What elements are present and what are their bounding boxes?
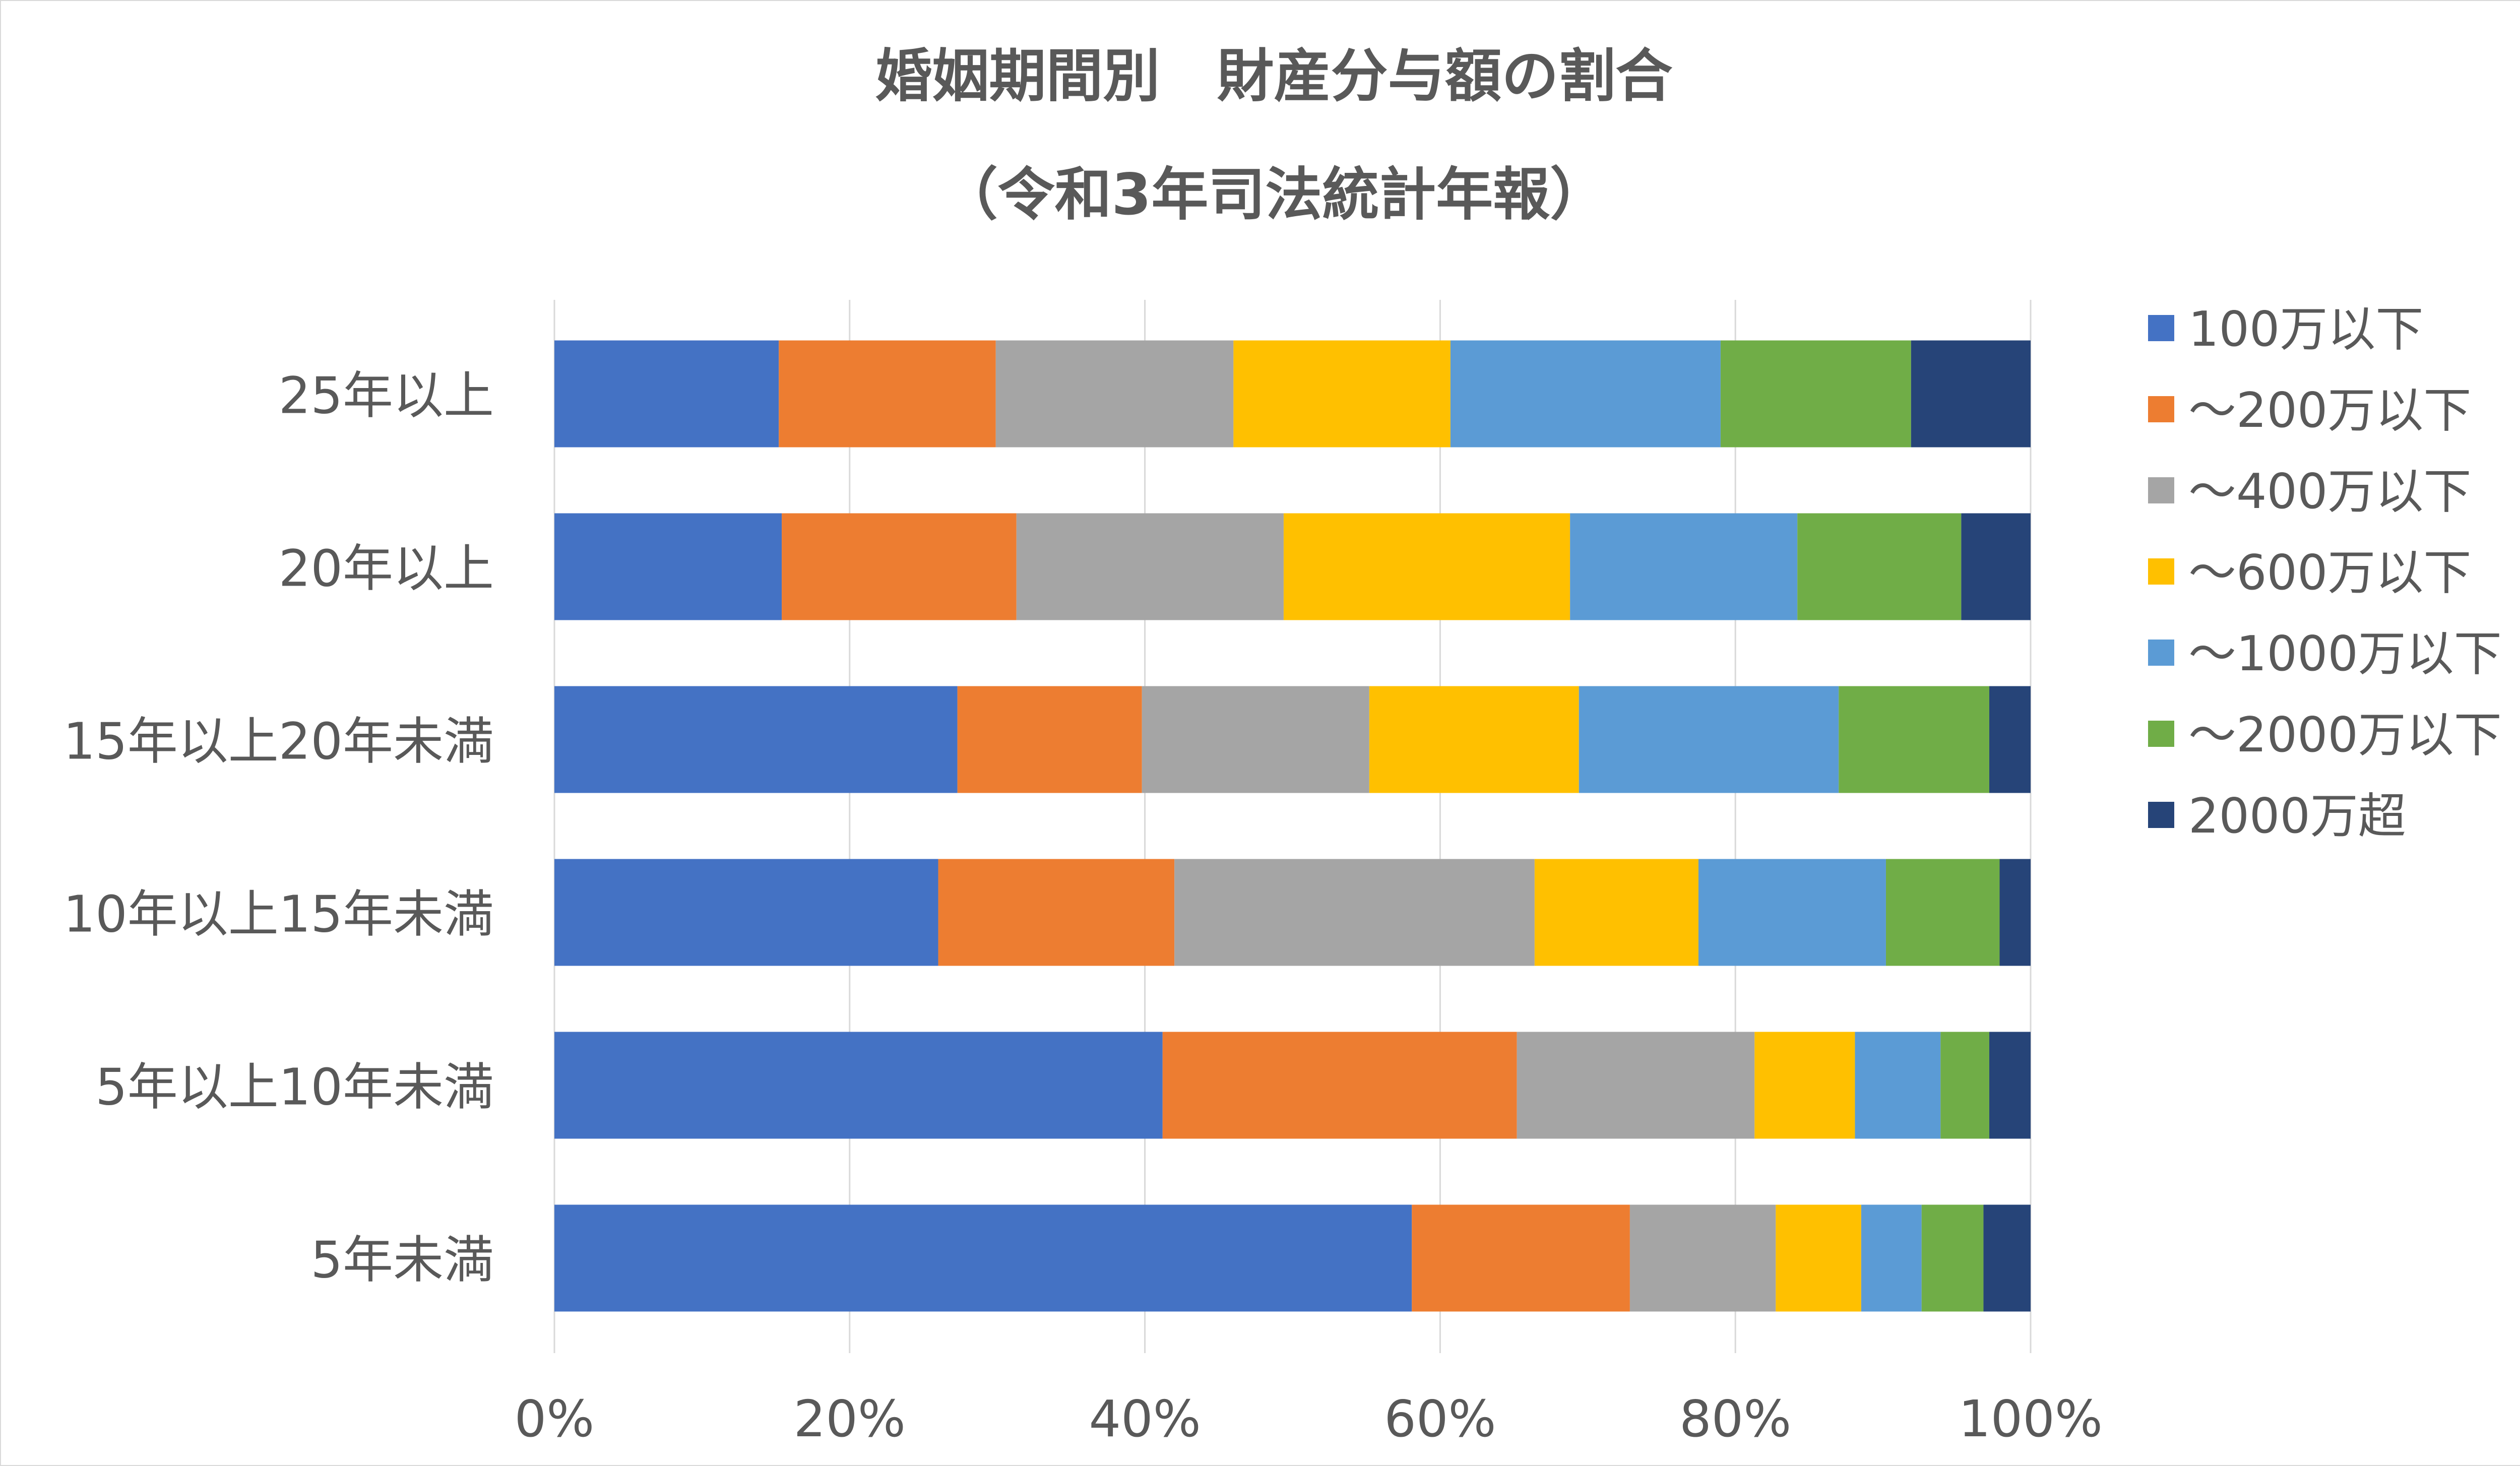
legend-swatch [2148, 477, 2174, 503]
legend-label: ～1000万以下 [2188, 626, 2502, 682]
bar-segment [1283, 513, 1570, 620]
legend-label: ～2000万以下 [2188, 708, 2502, 763]
bar-segment [554, 340, 779, 448]
bar-segment [1534, 859, 1698, 966]
bar-segment [1174, 859, 1535, 966]
bar-segment [1989, 1032, 2031, 1139]
legend-label: 2000万超 [2188, 789, 2406, 844]
legend-swatch [2148, 640, 2174, 666]
legend-swatch [2148, 315, 2174, 341]
bar-segment [1989, 686, 2031, 793]
bar-segment [554, 686, 958, 793]
x-tick-label: 80% [1679, 1389, 1791, 1448]
bar-segment [554, 1204, 1412, 1312]
category-label: 15年以上20年未満 [64, 712, 494, 771]
category-label: 20年以上 [279, 539, 494, 598]
bar-segment [1369, 686, 1579, 793]
chart-subtitle: （令和3年司法統計年報） [940, 161, 1607, 228]
bar-segment [1861, 1204, 1922, 1312]
legend-swatch [2148, 396, 2174, 422]
bar-segment [554, 513, 782, 620]
x-tick-labels: 0% 20% 40% 60% 80% 100% [515, 1389, 2103, 1448]
category-labels: 25年以上 20年以上 15年以上20年未満 10年以上15年未満 5年以上10年未満 5… [64, 366, 494, 1290]
bar-segment [1961, 513, 2031, 620]
bar-segment [1233, 340, 1451, 448]
bar-segment [1412, 1204, 1630, 1312]
chart-title: 婚姻期間別 財産分与額の割合 [875, 43, 1673, 109]
bar-segment [938, 859, 1175, 966]
x-tick-label: 20% [794, 1389, 906, 1448]
legend-swatch [2148, 721, 2174, 747]
category-label: 5年以上10年未満 [95, 1058, 494, 1117]
bar-segment [1754, 1032, 1855, 1139]
bar-segment [1797, 513, 1962, 620]
bar-segment [1720, 340, 1911, 448]
category-label: 25年以上 [279, 366, 494, 425]
bar-segment [782, 513, 1017, 620]
x-tick-label: 100% [1959, 1389, 2103, 1448]
bar-segment [995, 340, 1234, 448]
bar-segment [957, 686, 1142, 793]
legend: 100万以下 ～200万以下 ～400万以下 ～600万以下 ～1000万以下 ～2000… [2148, 302, 2502, 844]
bar-segment [1629, 1204, 1776, 1312]
bar-segment [554, 1032, 1163, 1139]
bar-segment [1450, 340, 1721, 448]
bar-segment [1983, 1204, 2031, 1312]
bar-segment [1698, 859, 1886, 966]
category-label: 5年未満 [310, 1231, 494, 1290]
bars [554, 340, 2031, 1312]
x-tick-label: 0% [515, 1389, 595, 1448]
legend-swatch [2148, 558, 2174, 585]
bar-segment [554, 859, 938, 966]
gridlines [553, 300, 2032, 1353]
bar-segment [779, 340, 996, 448]
bar-segment [1999, 859, 2031, 966]
bar-segment [1921, 1204, 1984, 1312]
x-tick-label: 60% [1384, 1389, 1496, 1448]
bar-segment [1940, 1032, 1989, 1139]
bar-segment [1142, 686, 1369, 793]
bar-segment [1855, 1032, 1941, 1139]
legend-swatch [2148, 802, 2174, 828]
bar-segment [1162, 1032, 1517, 1139]
legend-label: ～600万以下 [2188, 545, 2471, 601]
legend-label: ～400万以下 [2188, 464, 2471, 520]
category-label: 10年以上15年未満 [64, 885, 494, 944]
bar-segment [1839, 686, 1989, 793]
legend-label: 100万以下 [2188, 302, 2423, 357]
bar-segment [1911, 340, 2031, 448]
bar-segment [1776, 1204, 1861, 1312]
bar-segment [1016, 513, 1284, 620]
bar-segment [1885, 859, 2000, 966]
bar-segment [1579, 686, 1839, 793]
bar-segment [1517, 1032, 1755, 1139]
legend-label: ～200万以下 [2188, 383, 2471, 438]
bar-segment [1570, 513, 1798, 620]
x-tick-label: 40% [1089, 1389, 1201, 1448]
